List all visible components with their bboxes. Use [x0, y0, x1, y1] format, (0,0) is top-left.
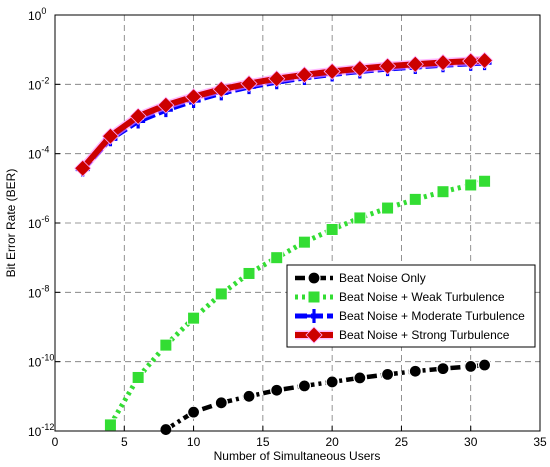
data-point-circle: [353, 371, 367, 385]
legend-item: Beat Noise + Moderate Turbulence: [295, 309, 525, 323]
data-point-diamond: [240, 75, 258, 93]
data-point-square: [325, 222, 339, 236]
x-tick-label: 35: [533, 435, 547, 449]
x-tick-label: 15: [256, 435, 270, 449]
data-point-circle: [297, 379, 312, 393]
data-point-diamond: [379, 57, 397, 75]
legend-label: Beat Noise + Strong Turbulence: [339, 328, 510, 342]
series-1: [103, 174, 492, 432]
data-point-square: [103, 418, 117, 432]
data-point-diamond: [305, 326, 323, 344]
y-tick-labels: 10-12 10-10 10-8 10-6 10-4 10-2 100: [28, 6, 54, 439]
data-point-square: [297, 235, 311, 249]
x-tick-label: 30: [464, 435, 478, 449]
data-point-circle: [477, 358, 492, 372]
data-point-diamond: [157, 96, 175, 114]
x-tick-label: 0: [52, 435, 59, 449]
x-tick-label: 20: [325, 435, 339, 449]
y-tick-label: 100: [28, 6, 46, 23]
y-tick-label: 10-6: [28, 214, 49, 231]
data-point-square: [131, 370, 145, 384]
data-point-diamond: [101, 127, 119, 145]
data-point-circle: [307, 271, 321, 285]
series-0: [159, 358, 492, 437]
data-point-circle: [186, 405, 201, 419]
data-point-square: [307, 290, 321, 304]
series-layer: [74, 51, 494, 437]
data-point-square: [436, 185, 450, 199]
y-tick-label: 10-4: [28, 145, 49, 162]
data-point-square: [464, 178, 478, 192]
series-line: [80, 57, 485, 171]
data-point-diamond: [323, 62, 341, 81]
data-point-diamond: [74, 159, 92, 177]
plot-frame: [54, 14, 541, 432]
data-point-plus: [307, 309, 321, 323]
data-point-diamond: [212, 80, 230, 98]
legend-label: Beat Noise Only: [339, 271, 426, 285]
data-point-diamond: [129, 107, 147, 125]
data-point-square: [270, 251, 284, 265]
legend-item: Beat Noise Only: [295, 271, 426, 285]
data-point-diamond: [295, 66, 313, 84]
data-point-circle: [436, 362, 450, 376]
y-tick-label: 10-8: [28, 283, 49, 300]
data-point-diamond: [434, 53, 452, 72]
data-point-diamond: [268, 70, 286, 88]
x-tick-label: 10: [187, 435, 201, 449]
data-point-diamond: [185, 88, 203, 106]
data-point-diamond: [406, 55, 424, 73]
y-tick-label: 10-12: [28, 422, 54, 439]
data-point-square: [408, 192, 422, 206]
data-point-circle: [242, 389, 256, 403]
x-tick-labels: 0 5 10 15 20 25 30 35: [52, 435, 547, 449]
legend-item: Beat Noise + Strong Turbulence: [295, 326, 510, 344]
x-tick-label: 25: [395, 435, 409, 449]
data-point-circle: [159, 422, 173, 437]
data-point-circle: [214, 396, 228, 410]
y-tick-label: 10-2: [28, 75, 49, 92]
data-point-square: [214, 287, 228, 301]
legend: Beat Noise Only Beat Noise + Weak Turbule…: [286, 264, 536, 348]
data-point-circle: [270, 383, 284, 397]
data-point-square: [353, 211, 367, 225]
y-axis-label: Bit Error Rate (BER): [4, 169, 18, 278]
data-point-square: [159, 338, 173, 352]
x-tick-label: 5: [121, 435, 128, 449]
data-point-diamond: [351, 59, 369, 78]
legend-label: Beat Noise + Moderate Turbulence: [339, 309, 525, 323]
data-point-square: [242, 266, 256, 280]
data-point-circle: [464, 359, 478, 374]
data-point-diamond: [462, 52, 480, 70]
data-point-square: [187, 311, 201, 325]
legend-label: Beat Noise + Weak Turbulence: [339, 290, 505, 304]
series-3: [74, 51, 494, 177]
data-point-square: [478, 174, 492, 188]
data-point-diamond: [476, 51, 494, 69]
x-axis-label: Number of Simultaneous Users: [214, 449, 381, 463]
data-point-circle: [325, 375, 339, 389]
y-tick-label: 10-10: [28, 353, 54, 370]
legend-item: Beat Noise + Weak Turbulence: [295, 290, 505, 304]
data-point-circle: [380, 367, 395, 381]
data-point-circle: [408, 364, 422, 378]
data-point-square: [381, 201, 395, 215]
